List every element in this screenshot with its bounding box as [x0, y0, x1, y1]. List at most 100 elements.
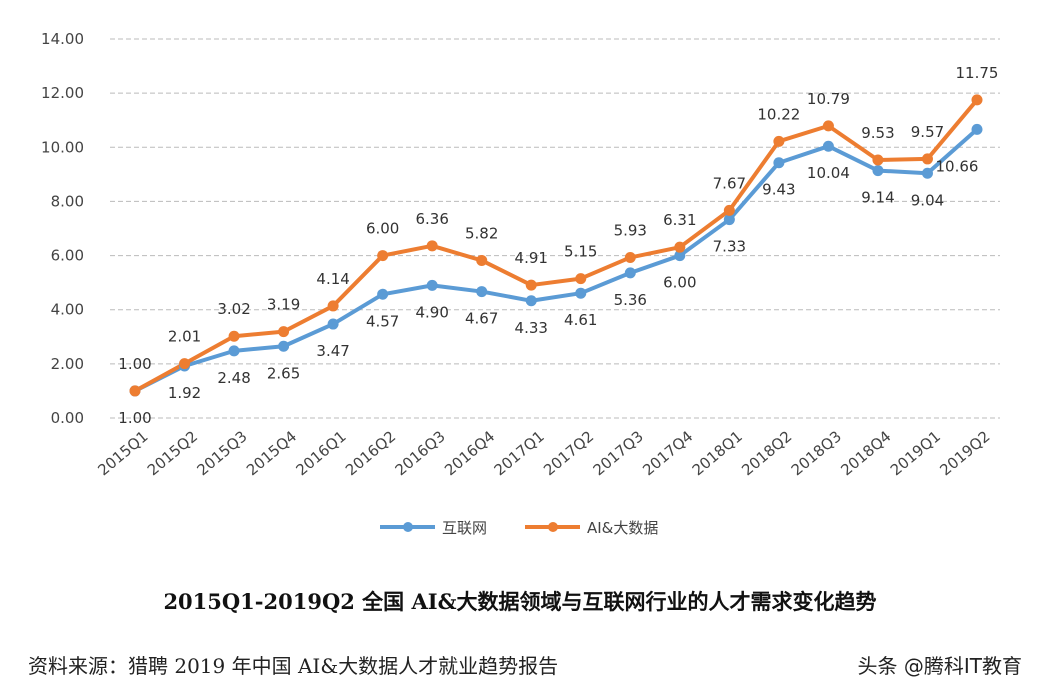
data-label: 4.61 [564, 311, 597, 329]
data-label: 1.92 [168, 384, 201, 402]
data-point [624, 251, 636, 263]
data-label: 5.82 [465, 224, 498, 242]
data-point [674, 250, 686, 262]
data-point [525, 295, 537, 307]
watermark: 头条 @腾科IT教育 [857, 654, 1022, 678]
data-point [228, 330, 240, 342]
data-point [179, 358, 191, 370]
data-label: 6.31 [663, 211, 696, 229]
data-point [971, 123, 983, 135]
data-label: 2.01 [168, 328, 201, 346]
data-label: 1.00 [118, 355, 151, 373]
data-point [426, 279, 438, 291]
data-point [575, 273, 587, 285]
data-label: 7.33 [713, 238, 746, 256]
data-label: 4.90 [415, 303, 448, 321]
data-label: 5.36 [614, 291, 647, 309]
data-point [822, 140, 834, 152]
data-point [327, 300, 339, 312]
y-tick-label: 2.00 [51, 355, 84, 373]
y-tick-label: 4.00 [51, 301, 84, 319]
data-label: 7.67 [713, 174, 746, 192]
x-tick-label: 2017Q1 [491, 427, 548, 479]
x-tick-label: 2015Q4 [243, 427, 300, 479]
data-label: 6.00 [663, 274, 696, 292]
data-label: 10.22 [757, 105, 800, 123]
y-tick-label: 14.00 [41, 30, 84, 48]
x-tick-label: 2016Q2 [342, 427, 399, 479]
data-point [773, 157, 785, 169]
data-point [476, 254, 488, 266]
x-tick-label: 2016Q4 [441, 427, 498, 479]
data-label: 5.93 [614, 221, 647, 239]
x-tick-label: 2019Q2 [936, 427, 993, 479]
data-point [822, 120, 834, 132]
data-label: 9.43 [762, 181, 795, 199]
data-point [278, 340, 290, 352]
x-tick-label: 2018Q4 [837, 427, 894, 479]
data-label: 9.14 [861, 189, 894, 207]
data-label: 2.65 [267, 364, 300, 382]
y-tick-label: 8.00 [51, 192, 84, 210]
data-label: 5.15 [564, 243, 597, 261]
data-label: 2.48 [217, 369, 250, 387]
data-point [228, 345, 240, 357]
data-label: 4.91 [515, 249, 548, 267]
data-point [723, 204, 735, 216]
x-tick-label: 2015Q3 [193, 427, 250, 479]
y-tick-label: 10.00 [41, 138, 84, 156]
data-point [377, 250, 389, 262]
y-tick-label: 12.00 [41, 84, 84, 102]
data-point [872, 165, 884, 177]
data-label: 4.67 [465, 310, 498, 328]
y-tick-label: 0.00 [51, 409, 84, 427]
data-point [525, 279, 537, 291]
data-label: 6.00 [366, 220, 399, 238]
data-label: 9.04 [911, 191, 944, 209]
data-label: 1.00 [118, 409, 151, 427]
data-label: 3.19 [267, 296, 300, 314]
data-point [921, 167, 933, 179]
x-tick-label: 2017Q2 [540, 427, 597, 479]
data-point [773, 135, 785, 147]
data-point [129, 385, 141, 397]
data-label: 3.02 [217, 300, 250, 318]
data-point [624, 267, 636, 279]
data-point [377, 288, 389, 300]
data-point [327, 318, 339, 330]
chart-title: 2015Q1-2019Q2 全国 AI&大数据领域与互联网行业的人才需求变化趋势 [163, 589, 877, 614]
data-point [872, 154, 884, 166]
x-tick-label: 2016Q1 [293, 427, 350, 479]
data-label: 4.33 [515, 319, 548, 337]
data-label: 6.36 [415, 210, 448, 228]
x-tick-label: 2018Q1 [689, 427, 746, 479]
data-label: 3.47 [316, 342, 349, 360]
data-point [921, 153, 933, 165]
legend-label: 互联网 [442, 519, 487, 537]
data-label: 4.57 [366, 312, 399, 330]
data-point [426, 240, 438, 252]
data-label: 10.04 [807, 164, 850, 182]
data-label: 4.14 [316, 270, 349, 288]
line-chart: 0.00 2.00 4.00 6.00 8.00 10.00 12.00 14.00 2015Q… [41, 30, 1000, 537]
x-tick-label: 2015Q1 [94, 427, 151, 479]
data-point [476, 286, 488, 298]
data-point [575, 287, 587, 299]
y-tick-label: 6.00 [51, 247, 84, 265]
data-label: 9.57 [911, 123, 944, 141]
series-line-ai [134, 98, 979, 393]
source-note: 资料来源：猎聘 2019 年中国 AI&大数据人才就业趋势报告 [28, 654, 559, 678]
legend-marker [548, 522, 558, 532]
legend-marker [403, 522, 413, 532]
x-tick-label: 2017Q4 [639, 427, 696, 479]
data-label: 10.79 [807, 90, 850, 108]
data-point [723, 214, 735, 226]
x-tick-label: 2017Q3 [590, 427, 647, 479]
data-label: 9.53 [861, 124, 894, 142]
data-label: 11.75 [956, 64, 999, 82]
x-tick-label: 2019Q1 [887, 427, 944, 479]
x-tick-label: 2018Q3 [788, 427, 845, 479]
data-point [971, 94, 983, 106]
series-line-internet [134, 127, 979, 393]
